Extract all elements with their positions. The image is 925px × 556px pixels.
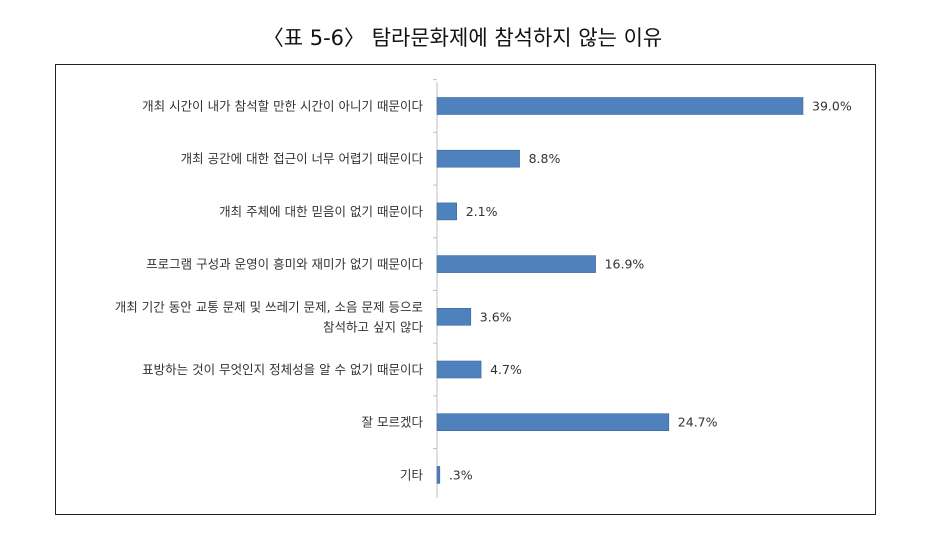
- bar: [436, 149, 520, 168]
- chart-title: 〈표 5-6〉 탐라문화제에 참석하지 않는 이유: [262, 26, 663, 50]
- bar: [436, 97, 804, 115]
- data-label: 8.8%: [529, 151, 561, 166]
- bar: [436, 202, 458, 221]
- data-label: 3.6%: [480, 309, 512, 324]
- category-label: 개최 기간 동안 교통 문제 및 쓰레기 문제, 소음 문제 등으로 참석하고 싶…: [115, 299, 424, 334]
- data-label: 16.9%: [605, 257, 645, 272]
- bar: [436, 255, 596, 273]
- data-label: 24.7%: [678, 415, 718, 430]
- category-label: 표방하는 것이 무엇인지 정체성을 알 수 없기 때문이다: [142, 362, 423, 377]
- category-label: 개최 시간이 내가 참석할 만한 시간이 아니기 때문이다: [142, 99, 423, 114]
- bar: [436, 360, 482, 379]
- category-label: 개최 공간에 대한 접근이 너무 어렵기 때문이다: [181, 151, 424, 166]
- data-label: .3%: [449, 467, 473, 482]
- bar: [436, 466, 441, 484]
- category-label: 기타: [400, 467, 424, 482]
- chart-frame: [55, 64, 876, 515]
- category-label: 잘 모르겠다: [362, 415, 424, 430]
- category-label: 개최 주체에 대한 믿음이 없기 때문이다: [219, 204, 423, 219]
- category-label: 프로그램 구성과 운영이 흥미와 재미가 없기 때문이다: [146, 257, 423, 272]
- data-label: 2.1%: [466, 204, 498, 219]
- data-label: 4.7%: [490, 362, 522, 377]
- bar: [436, 307, 472, 326]
- data-label: 39.0%: [812, 99, 852, 114]
- bar: [436, 413, 670, 432]
